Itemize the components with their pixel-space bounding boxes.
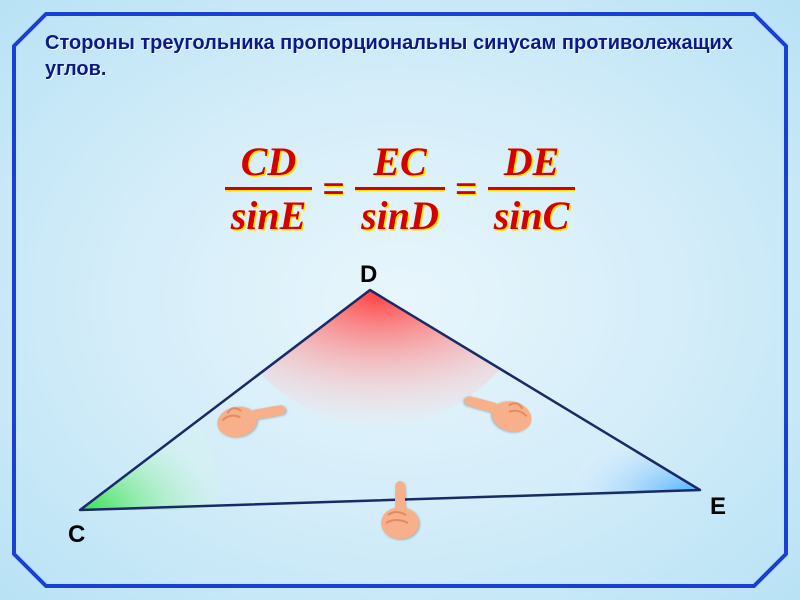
vertex-label-C: C [68,521,85,548]
triangle-diagram: C D E [60,270,740,560]
hand-icon [460,389,535,436]
hand-icon [381,481,419,539]
numerator: DE [492,138,572,187]
fraction-3: DE sinC [488,138,576,239]
denominator: sinC [488,187,576,239]
numerator: EC [361,138,438,187]
angle-fill-E [570,432,700,498]
vertex-label-E: E [710,493,726,520]
page-title: Стороны треугольника пропорциональны син… [45,30,755,82]
fraction-1: CD sinE [225,138,313,239]
equals-sign: = [455,165,478,212]
denominator: sinD [355,187,445,239]
equals-sign: = [322,165,345,212]
angle-fill-D [260,290,500,425]
fraction-2: EC sinD [355,138,445,239]
angle-fill-C [80,422,220,510]
vertex-label-D: D [360,261,377,288]
denominator: sinE [225,187,313,239]
law-of-sines-formula: CD sinE = EC sinD = DE sinC [0,138,800,239]
hand-icon [215,398,289,440]
numerator: CD [229,138,309,187]
